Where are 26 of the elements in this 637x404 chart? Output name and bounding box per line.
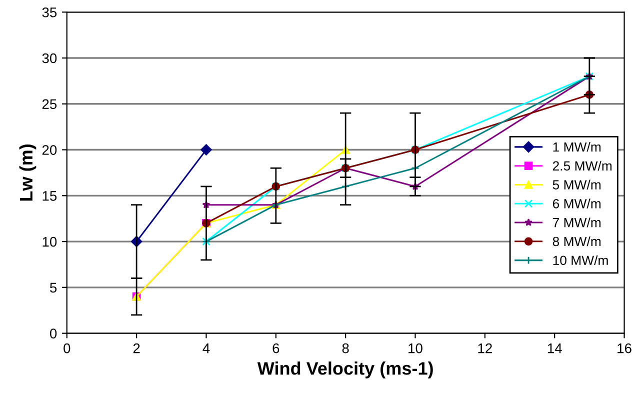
- y-tick-label: 5: [50, 282, 57, 293]
- x-axis-title: Wind Velocity (ms-1): [257, 362, 433, 378]
- y-tick-label: 20: [42, 145, 57, 155]
- legend-label: 6 MW/m: [552, 198, 601, 208]
- x-tick-label: 16: [618, 343, 632, 354]
- legend-label: 5 MW/m: [552, 180, 601, 190]
- legend-label: 10 MW/m: [553, 255, 608, 266]
- x-tick-label: 8: [342, 343, 349, 354]
- y-tick-label: 10: [42, 236, 57, 247]
- legend-label: 7 MW/m: [552, 218, 601, 228]
- y-tick-label: 15: [42, 191, 57, 201]
- y-axis-title: Lw (m): [19, 144, 36, 201]
- legend-label: 8 MW/m: [552, 236, 601, 246]
- x-tick-label: 6: [272, 343, 280, 354]
- y-tick-label: 25: [42, 99, 57, 110]
- x-tick-label: 0: [64, 343, 70, 354]
- x-tick-label: 14: [548, 344, 562, 354]
- legend-label: 1 MW/m: [553, 142, 601, 152]
- y-tick-label: 35: [42, 7, 57, 18]
- legend-label: 2.5 MW/m: [552, 160, 612, 171]
- x-tick-label: 12: [478, 343, 492, 354]
- y-tick-label: 30: [42, 53, 57, 64]
- y-tick-label: 0: [50, 328, 57, 338]
- x-tick-label: 2: [133, 343, 140, 354]
- x-tick-label: 10: [408, 343, 422, 354]
- x-tick-label: 4: [202, 344, 210, 354]
